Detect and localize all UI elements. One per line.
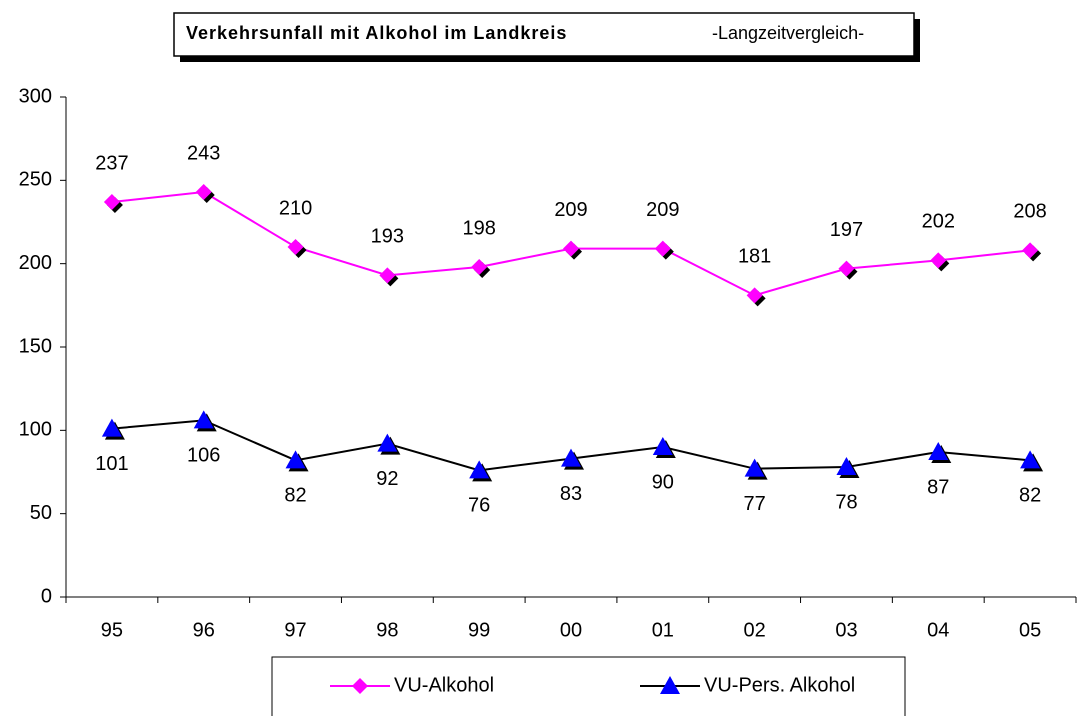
marker <box>652 437 673 455</box>
marker <box>287 239 304 255</box>
data-label: 210 <box>279 197 312 219</box>
data-label: 197 <box>830 219 863 241</box>
marker <box>469 460 490 479</box>
marker <box>352 678 368 694</box>
y-tick-label: 300 <box>19 85 52 107</box>
marker <box>838 260 855 277</box>
marker <box>561 448 581 467</box>
marker <box>746 287 763 304</box>
data-label: 87 <box>927 476 949 498</box>
data-label: 92 <box>376 468 398 490</box>
x-tick-label: 03 <box>835 619 857 641</box>
marker <box>928 442 949 460</box>
marker <box>285 450 306 469</box>
marker <box>379 267 396 284</box>
data-label: 77 <box>744 493 766 515</box>
data-label: 78 <box>835 491 857 513</box>
data-label: 76 <box>468 495 490 517</box>
data-label: 198 <box>462 217 495 239</box>
marker <box>660 676 680 694</box>
x-tick-label: 02 <box>744 619 766 641</box>
y-tick-label: 100 <box>19 419 52 441</box>
y-tick-label: 200 <box>19 252 52 274</box>
x-tick-label: 05 <box>1019 619 1041 641</box>
x-tick-label: 01 <box>652 619 674 641</box>
marker <box>1022 242 1039 259</box>
data-label: 106 <box>187 445 220 467</box>
data-label: 202 <box>922 211 955 233</box>
chart-title: Verkehrsunfall mit Alkohol im Landkreis <box>186 23 567 43</box>
data-label: 209 <box>646 199 679 221</box>
marker <box>193 410 214 429</box>
y-tick-label: 50 <box>30 502 52 524</box>
x-tick-label: 98 <box>376 619 398 641</box>
data-label: 82 <box>284 485 306 507</box>
data-label: 209 <box>554 199 587 221</box>
data-label: 208 <box>1013 201 1046 223</box>
y-tick-label: 250 <box>19 169 52 191</box>
data-label: 101 <box>95 453 128 475</box>
marker <box>654 240 671 257</box>
marker <box>101 418 122 437</box>
marker <box>744 458 765 477</box>
data-label: 90 <box>652 471 674 493</box>
marker <box>563 240 579 257</box>
data-label: 83 <box>560 483 582 505</box>
y-tick-label: 150 <box>19 335 52 357</box>
marker <box>1020 450 1041 469</box>
title-box <box>173 12 915 57</box>
marker <box>103 194 120 210</box>
data-label: 237 <box>95 152 128 174</box>
x-tick-label: 97 <box>284 619 306 641</box>
chart-subtitle: -Langzeitvergleich- <box>712 23 864 43</box>
y-tick-label: 0 <box>41 585 52 607</box>
x-tick-label: 04 <box>927 619 949 641</box>
data-label: 82 <box>1019 485 1041 507</box>
x-tick-label: 00 <box>560 619 582 641</box>
data-label: 193 <box>371 226 404 248</box>
legend-label: VU-Alkohol <box>394 674 494 696</box>
marker <box>836 457 857 475</box>
marker <box>930 252 947 269</box>
legend-label: VU-Pers. Alkohol <box>704 674 855 696</box>
x-tick-label: 95 <box>101 619 123 641</box>
x-tick-label: 99 <box>468 619 490 641</box>
marker <box>195 184 212 200</box>
data-label: 181 <box>738 246 771 268</box>
marker <box>377 433 398 452</box>
marker <box>471 259 488 275</box>
x-tick-label: 96 <box>193 619 215 641</box>
data-label: 243 <box>187 142 220 164</box>
